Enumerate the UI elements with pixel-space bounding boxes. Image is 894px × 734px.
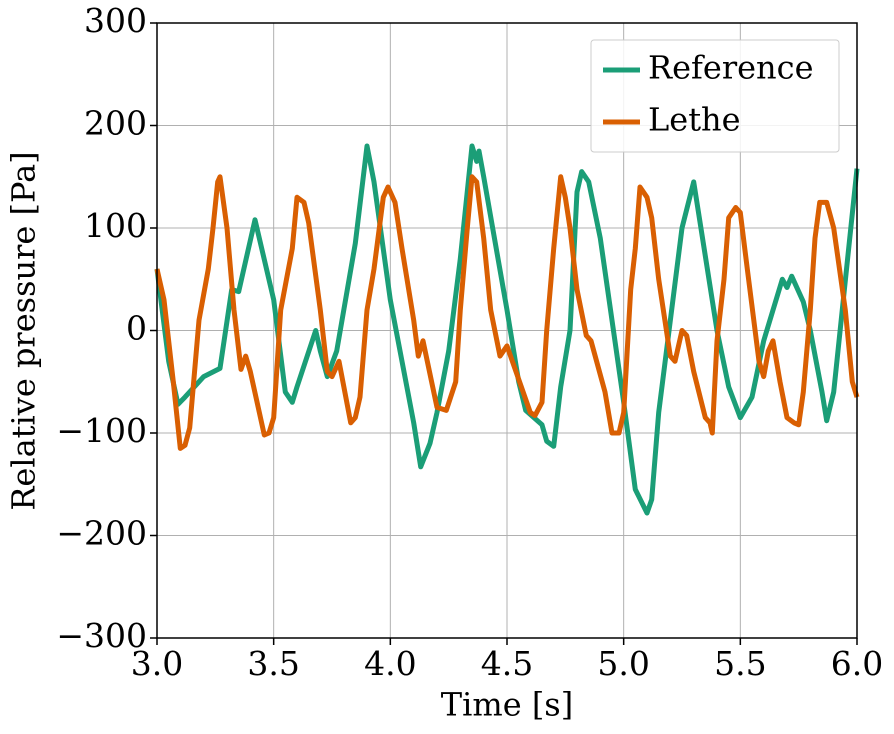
legend-label: Reference — [648, 49, 814, 87]
x-tick-label: 6.0 — [831, 644, 883, 683]
y-tick-label: 100 — [84, 206, 147, 245]
y-tick-label: 200 — [84, 104, 147, 143]
y-tick-label: −100 — [56, 411, 147, 450]
y-tick-label: 0 — [126, 309, 147, 348]
data-line — [154, 174, 860, 451]
x-tick-label: 3.0 — [131, 644, 183, 683]
x-tick-label: 5.5 — [714, 644, 766, 683]
y-axis-label: Relative pressure [Pa] — [5, 151, 43, 510]
x-tick-label: 4.0 — [364, 644, 416, 683]
data-line — [154, 143, 860, 516]
y-tick-label: −300 — [56, 616, 147, 655]
x-tick-label: 3.5 — [247, 644, 299, 683]
frame — [156, 22, 858, 639]
legend-label: Lethe — [648, 101, 741, 139]
legend-box — [590, 39, 840, 153]
x-tick-label: 5.0 — [597, 644, 649, 683]
x-axis-label: Time [s] — [441, 686, 573, 724]
y-tick-label: −200 — [56, 514, 147, 553]
y-tick-label: 300 — [84, 1, 147, 40]
x-tick-label: 4.5 — [481, 644, 533, 683]
